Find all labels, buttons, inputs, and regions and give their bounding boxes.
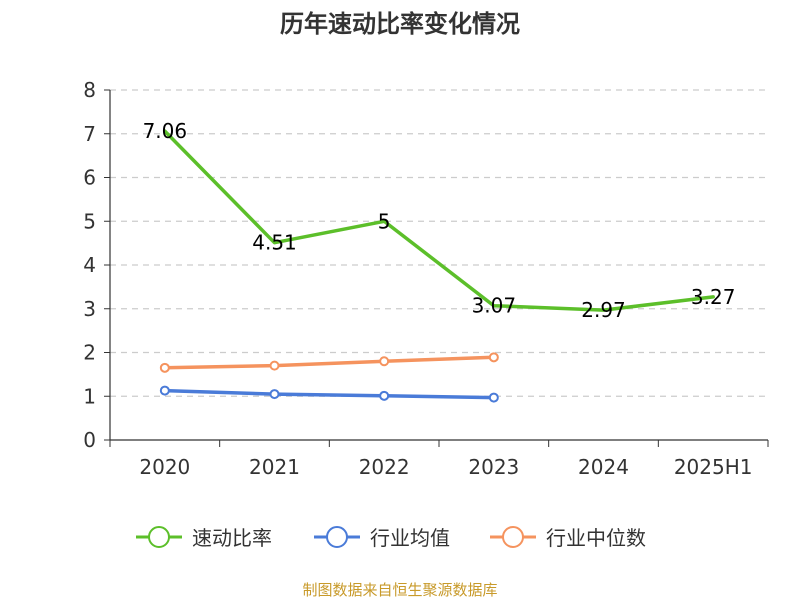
series-point-1 — [488, 392, 499, 403]
legend: 速动比率 行业均值 行业中位数 — [136, 526, 646, 550]
legend-marker-icon — [148, 526, 170, 548]
data-label: 4.51 — [252, 231, 297, 255]
y-tick-label: 4 — [83, 253, 96, 277]
series-point-1 — [159, 385, 170, 396]
legend-item-0: 速动比率 — [136, 526, 272, 550]
y-tick-label: 1 — [83, 384, 96, 408]
series-point-2 — [488, 352, 499, 363]
y-tick-label: 8 — [83, 78, 96, 102]
series-line-2 — [163, 355, 496, 370]
legend-label: 行业均值 — [370, 526, 450, 550]
legend-label: 行业中位数 — [546, 526, 646, 550]
series-point-1 — [269, 389, 280, 400]
series-point-2 — [159, 362, 170, 373]
y-tick-label: 0 — [83, 428, 96, 452]
x-tick-label: 2025H1 — [674, 455, 753, 479]
y-tick-label: 7 — [83, 122, 96, 146]
legend-item-1: 行业均值 — [314, 526, 450, 550]
legend-marker-icon — [502, 526, 524, 548]
data-label: 5 — [378, 209, 391, 233]
x-tick-label: 2022 — [359, 455, 410, 479]
y-tick-label: 2 — [83, 341, 96, 365]
axes: 0 1 2 3 4 5 6 7 8 2020 2021 2022 2023 2024 2025H1 — [83, 78, 769, 479]
x-tick-label: 2021 — [249, 455, 300, 479]
data-label: 7.06 — [143, 119, 188, 143]
legend-item-2: 行业中位数 — [490, 526, 646, 550]
source-note: 制图数据来自恒生聚源数据库 — [302, 581, 497, 599]
y-tick-label: 5 — [83, 209, 96, 233]
data-labels: 7.06 4.51 5 3.07 2.97 3.27 — [143, 119, 736, 322]
data-label: 3.27 — [691, 285, 736, 309]
legend-label: 速动比率 — [192, 526, 272, 550]
series-line-0 — [163, 129, 715, 312]
x-tick-label: 2020 — [139, 455, 190, 479]
y-tick-label: 3 — [83, 297, 96, 321]
legend-marker-icon — [326, 526, 348, 548]
series-point-2 — [379, 356, 390, 367]
series-line-1 — [163, 388, 496, 400]
series-point-1 — [379, 390, 390, 401]
series-point-2 — [269, 360, 280, 371]
data-label: 2.97 — [581, 298, 626, 322]
y-tick-label: 6 — [83, 166, 96, 190]
x-tick-label: 2023 — [468, 455, 519, 479]
data-label: 3.07 — [472, 294, 517, 318]
series-lines — [159, 129, 715, 403]
chart-title: 历年速动比率变化情况 — [280, 10, 520, 38]
grid-lines — [110, 89, 768, 397]
x-tick-label: 2024 — [578, 455, 629, 479]
